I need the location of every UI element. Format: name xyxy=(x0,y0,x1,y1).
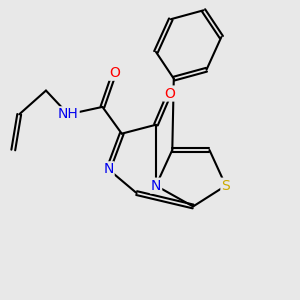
Text: O: O xyxy=(164,86,175,100)
Text: N: N xyxy=(151,179,161,193)
Text: O: O xyxy=(109,66,120,80)
Text: NH: NH xyxy=(58,107,79,121)
Text: S: S xyxy=(221,179,230,193)
Text: N: N xyxy=(103,162,114,176)
